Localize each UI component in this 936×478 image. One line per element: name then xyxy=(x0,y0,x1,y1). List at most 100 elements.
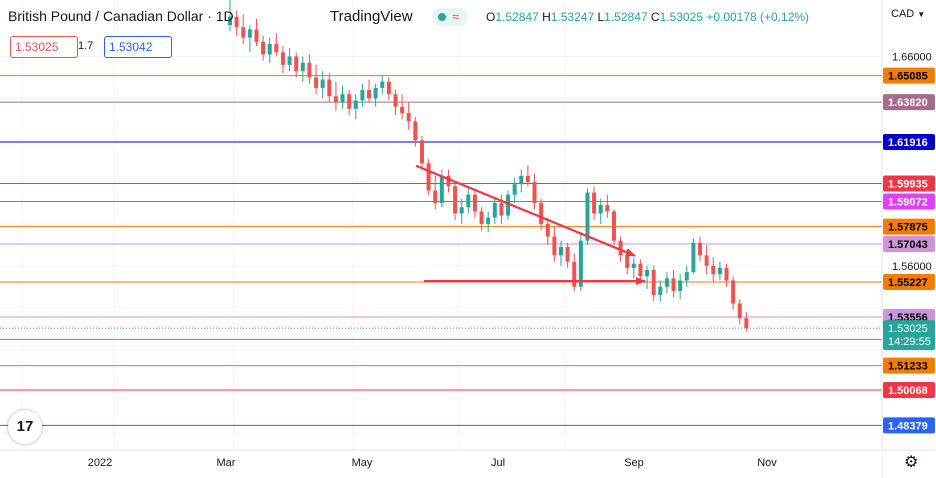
candle-body xyxy=(472,194,477,212)
level-price-label: 1.50068 xyxy=(888,385,928,397)
candle-body xyxy=(294,56,299,72)
candle-body xyxy=(598,205,603,214)
candle-body xyxy=(400,106,405,114)
candle-body xyxy=(360,90,365,101)
candle-body xyxy=(413,121,418,141)
candle-body xyxy=(572,261,577,287)
price-tick-label: 1.66000 xyxy=(892,52,932,64)
time-tick-label: Sep xyxy=(624,457,644,469)
candle-body xyxy=(684,272,689,281)
level-price-tag xyxy=(883,235,935,252)
ohlc-readout: O1.52847 H1.53247 L1.52847 C1.53025 +0.0… xyxy=(486,10,809,24)
candle-body xyxy=(340,94,345,103)
buy-button[interactable]: 1.53042 xyxy=(104,36,172,58)
wave-icon: ≈ xyxy=(452,9,460,24)
candle-body xyxy=(671,278,676,291)
sell-button[interactable]: 1.53025 xyxy=(10,36,78,58)
change-value: +0.00178 (+0.12%) xyxy=(706,10,810,24)
candle-body xyxy=(711,265,716,275)
price-axis[interactable]: 1.66000 1.56000 1.65085 1.63820 1.61916 1.599… xyxy=(881,0,936,478)
candle-body xyxy=(459,207,464,214)
candle-body xyxy=(247,29,252,38)
candle-body xyxy=(380,81,385,88)
candle-body xyxy=(314,77,319,88)
brand-name: TradingView xyxy=(330,8,413,25)
close-label: C xyxy=(650,10,660,24)
candle-body xyxy=(525,175,530,183)
candle-body xyxy=(618,240,623,256)
countdown-label: 14:29:55 xyxy=(888,336,931,348)
candle-body xyxy=(605,205,610,212)
candle-body xyxy=(717,267,722,275)
candle-body xyxy=(565,246,570,262)
candle-body xyxy=(333,96,338,103)
close-value: 1.53025 xyxy=(659,10,703,24)
candle-body xyxy=(466,194,471,208)
level-price-tag xyxy=(883,67,935,84)
level-price-tag xyxy=(883,273,935,290)
open-label: O xyxy=(486,10,496,24)
candle-body xyxy=(638,263,643,277)
candle-body xyxy=(625,255,630,268)
level-price-tag xyxy=(883,175,935,192)
level-price-tag xyxy=(883,218,935,235)
trendline-descending-resistance[interactable] xyxy=(415,164,636,257)
time-tick-label: Mar xyxy=(217,457,236,469)
candle-body xyxy=(724,267,729,281)
candle-body xyxy=(307,62,312,78)
chevron-down-icon: ▼ xyxy=(917,10,926,19)
last-price-label: 1.53025 xyxy=(888,323,928,335)
candle-body xyxy=(426,163,431,191)
status-dot-icon xyxy=(438,13,446,21)
time-tick-label: Jul xyxy=(491,457,505,469)
level-price-tag xyxy=(883,193,935,210)
candle-body xyxy=(300,62,305,72)
candle-body xyxy=(267,43,272,55)
candle-body xyxy=(241,27,246,38)
candle-body xyxy=(585,192,590,241)
candle-body xyxy=(611,211,616,241)
open-value: 1.52847 xyxy=(495,10,539,24)
trendlines[interactable] xyxy=(415,164,646,286)
candle-body xyxy=(433,190,438,204)
candle-body xyxy=(373,87,378,99)
candle-body xyxy=(287,56,292,65)
candle-body xyxy=(506,194,511,216)
level-price-label: 1.55227 xyxy=(888,277,928,289)
time-tick-label: 2022 xyxy=(88,457,112,469)
level-price-tag xyxy=(883,417,935,434)
level-price-label: 1.59935 xyxy=(888,178,928,190)
level-price-label: 1.51233 xyxy=(888,361,928,373)
candle-body xyxy=(228,16,232,26)
candle-body xyxy=(393,94,398,107)
time-tick-label: Nov xyxy=(757,457,777,469)
level-price-label: 1.57043 xyxy=(888,239,928,251)
level-price-label: 1.59072 xyxy=(888,197,928,209)
candle-body xyxy=(261,41,266,55)
last-price-tag xyxy=(883,320,935,351)
high-label: H xyxy=(542,10,551,24)
time-axis[interactable]: 2022 Mar May Jul Sep Nov xyxy=(0,449,936,478)
level-price-tag xyxy=(883,381,935,398)
candle-body xyxy=(353,100,358,109)
candle-body xyxy=(347,94,352,109)
spread-value: 1.7 xyxy=(78,40,94,52)
candle-body xyxy=(737,303,742,319)
candle-body xyxy=(539,203,544,224)
gear-icon[interactable]: ⚙ xyxy=(904,454,919,471)
currency-selector[interactable]: CAD ▼ xyxy=(891,8,925,20)
candle-body xyxy=(499,203,504,216)
candle-body xyxy=(254,29,259,42)
candle-body xyxy=(274,43,279,53)
candle-body xyxy=(367,90,372,99)
candle-body xyxy=(631,263,636,268)
price-tick-label: 1.56000 xyxy=(892,261,932,273)
candle-body xyxy=(439,175,444,204)
candle-body xyxy=(453,186,458,214)
grid xyxy=(0,0,882,450)
tradingview-logo-icon[interactable]: 17 xyxy=(8,410,42,444)
candle-body xyxy=(386,81,391,95)
market-status[interactable]: ≈ xyxy=(432,8,468,26)
candle-body xyxy=(651,270,656,296)
